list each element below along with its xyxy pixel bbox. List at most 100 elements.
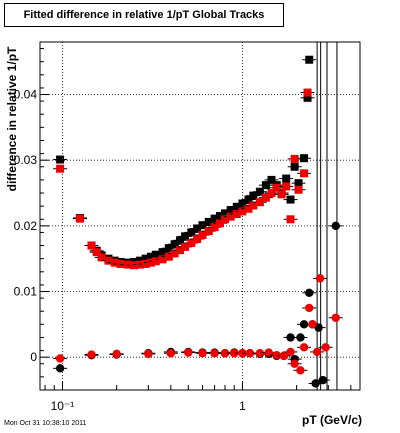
data-point-square [282,174,291,183]
data-point-square [75,214,84,223]
data-point-square [56,155,65,164]
data-point-square [141,259,150,268]
data-point-circle [230,349,239,358]
data-point-circle [210,349,219,358]
x-tick-label: 10⁻¹ [51,399,75,413]
data-point-square [176,236,185,245]
data-point-square [130,261,139,270]
data-point-circle [311,379,320,388]
data-point-circle [255,349,265,358]
data-point-square [303,93,312,102]
data-point-square [221,215,230,224]
data-point-square [104,256,113,265]
data-point-square [210,214,219,223]
data-point-circle [87,350,96,359]
data-point-square [181,242,190,251]
data-point-square [267,189,276,198]
data-point-circle [55,354,65,363]
data-point-square [232,202,241,211]
axis-ticks [40,48,352,391]
data-point-square [226,212,235,221]
data-point-square [158,248,167,257]
data-point-square [303,88,312,97]
data-point-square [164,252,173,261]
data-point-circle [55,364,65,373]
plot-frame [39,41,361,391]
data-point-square [238,199,247,208]
data-point-square [286,215,295,224]
data-point-square [215,212,224,220]
data-point-square [249,191,258,200]
data-point-circle [144,349,153,359]
data-point-square [123,260,132,269]
y-tick-label: 0.01 [14,285,38,299]
data-point-square [158,255,167,264]
data-point-square [110,258,119,267]
data-point-square [232,210,241,219]
x-tick-label: 1 [239,399,246,413]
data-point-circle [308,320,317,329]
chart-title: Fitted difference in relative 1/pT Globa… [4,3,284,27]
data-point-square [146,258,155,267]
data-point-square [244,195,253,204]
data-point-square [210,223,219,232]
data-point-circle [286,333,295,342]
x-axis-label: pT (GeV/c) [301,413,362,427]
y-tick-label: 0.03 [14,153,38,167]
data-point-square [267,175,276,184]
data-point-square [226,206,235,215]
data-point-square [261,193,270,202]
data-point-square [204,217,213,226]
data-point-circle [314,323,323,332]
data-point-circle [112,349,121,359]
data-point-square [136,260,145,269]
data-point-square [198,221,207,230]
data-point-square [290,162,299,171]
data-point-circle [331,221,340,231]
data-point-square [151,257,160,266]
y-tick-label: 0.04 [14,88,38,102]
data-point-square [116,259,125,268]
data-point-circle [321,343,330,352]
data-point-square [87,241,96,250]
data-point-square [300,154,309,163]
data-point-circle [272,351,281,360]
data-point-circle [299,320,309,329]
data-point-square [56,164,65,173]
data-point-circle [290,359,299,368]
data-point-square [198,231,207,240]
data-point-circle [312,347,322,357]
data-point-square [255,187,264,196]
data-point-circle [198,349,207,358]
data-point-square [215,219,224,228]
data-point-square [255,198,264,207]
data-point-square [305,55,314,64]
data-point-circle [299,343,309,352]
data-point-square [294,185,303,194]
data-point-circle [305,303,314,313]
data-point-circle [220,349,230,358]
data-point-square [300,169,309,178]
data-point-square [97,253,106,262]
data-point-square [244,204,253,213]
data-point-square [151,250,160,259]
tick-labels: 0 0.01 0.02 0.03 0.04 10⁻¹ 1 [14,88,246,413]
data-point-circle [318,375,328,385]
data-point-square [181,232,190,241]
data-point-square [170,240,179,249]
data-point-square [92,248,101,257]
data-marks [53,55,343,388]
data-point-circle [296,366,305,375]
data-point-square [176,246,185,255]
data-point-square [277,190,286,199]
y-tick-label: 0 [30,350,37,364]
data-point-circle [245,349,255,358]
timestamp: Mon Oct 31 10:38:10 2011 [4,420,87,427]
data-point-square [261,181,270,190]
data-point-square [282,182,291,191]
data-point-square [170,249,179,258]
data-point-circle [184,348,193,357]
data-point-square [187,228,196,237]
y-tick-label: 0.02 [14,219,38,233]
